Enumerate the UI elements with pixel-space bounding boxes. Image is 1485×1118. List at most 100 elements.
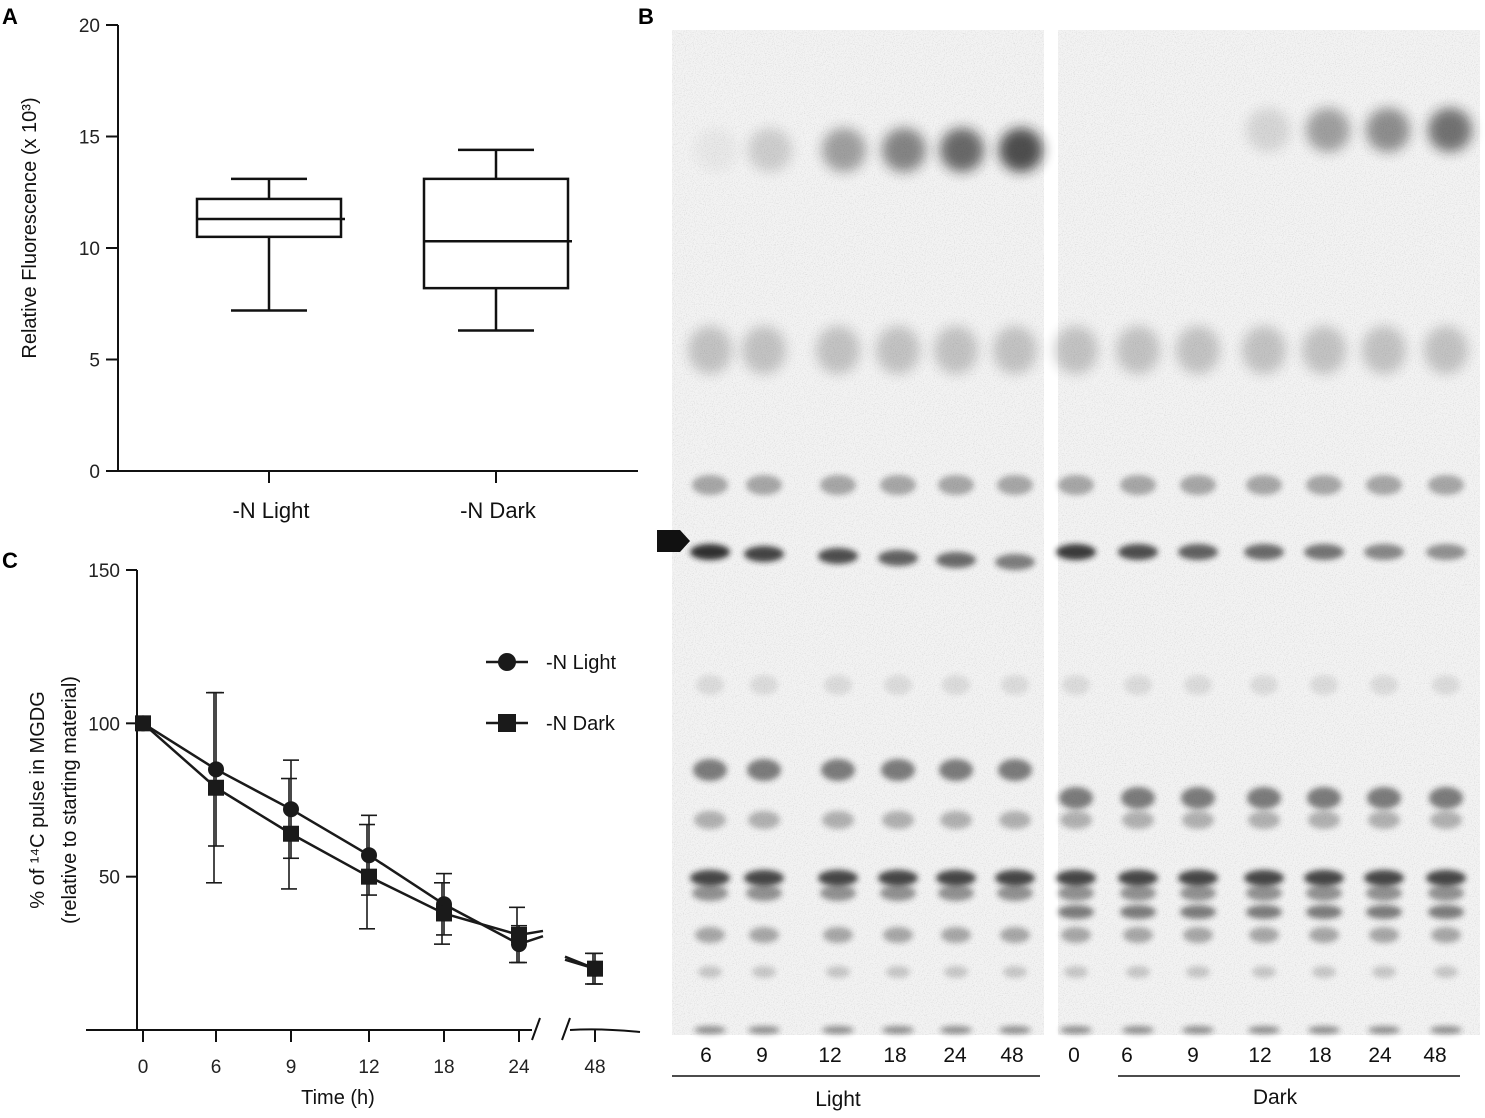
- tlc-spot: [1366, 475, 1402, 495]
- x-tick-label: 6: [211, 1057, 222, 1078]
- tlc-spot: [1061, 927, 1091, 943]
- tlc-spot: [1367, 787, 1401, 809]
- tlc-spot: [1121, 787, 1155, 809]
- tlc-spot: [1428, 475, 1464, 495]
- tlc-spot: [1306, 905, 1342, 919]
- tlc-spot: [1000, 927, 1030, 943]
- tlc-spot: [1003, 966, 1027, 978]
- y-axis-title: Relative Fluorescence (x 10³): [19, 97, 41, 358]
- tlc-spot-top: [1246, 108, 1290, 152]
- tlc-spot: [1244, 870, 1284, 886]
- tlc-spot-top: [882, 128, 926, 172]
- tlc-spot: [878, 870, 918, 886]
- tlc-spot-origin: [882, 1026, 914, 1034]
- tlc-spot: [744, 870, 784, 886]
- y-axis-ticks: 0 5 10 15 20: [79, 16, 118, 483]
- tlc-spot: [1306, 885, 1342, 901]
- tlc-spot: [746, 885, 782, 901]
- x-tick-label: 0: [138, 1057, 149, 1078]
- tlc-spot: [1180, 905, 1216, 919]
- tlc-spot-faint: [824, 675, 852, 695]
- tlc-spot: [749, 927, 779, 943]
- series-line-light: [142, 722, 544, 946]
- x-category-label: -N Light: [232, 498, 309, 523]
- tlc-spot: [936, 870, 976, 886]
- lane-label-light: 24: [943, 1044, 967, 1067]
- tlc-spot: [1120, 905, 1156, 919]
- tlc-spot-upper: [1054, 326, 1098, 374]
- tlc-spot: [1248, 811, 1280, 829]
- tlc-band-mgdg: [995, 554, 1035, 570]
- tlc-spot: [1118, 870, 1158, 886]
- tlc-band-mgdg: [744, 546, 784, 562]
- tlc-band-mgdg: [1426, 544, 1466, 560]
- y-tick-label: 15: [79, 128, 100, 149]
- tlc-spot: [820, 885, 856, 901]
- tlc-spot: [880, 475, 916, 495]
- tlc-spot: [1186, 966, 1210, 978]
- tlc-spot-origin: [1060, 1026, 1092, 1034]
- x-tick-label: 12: [358, 1057, 379, 1078]
- tlc-spot: [997, 885, 1033, 901]
- lane-label-dark: 18: [1308, 1044, 1331, 1067]
- tlc-spot-faint: [1184, 675, 1212, 695]
- legend-marker-circle: [498, 653, 516, 671]
- tlc-spot: [1366, 905, 1402, 919]
- tlc-spot-faint: [750, 675, 778, 695]
- lane-label-light: 48: [1000, 1044, 1023, 1067]
- tlc-spot-origin: [1430, 1026, 1462, 1034]
- tlc-spot-origin: [1122, 1026, 1154, 1034]
- tlc-spot: [1056, 870, 1096, 886]
- tlc-spot-top: [999, 128, 1043, 172]
- tlc-spot: [1060, 811, 1092, 829]
- box-group: [195, 148, 572, 332]
- tlc-band-mgdg: [1304, 544, 1344, 560]
- tlc-spot-faint: [1370, 675, 1398, 695]
- tlc-band-mgdg: [1118, 544, 1158, 560]
- tlc-spot-origin: [1368, 1026, 1400, 1034]
- tlc-spot: [1312, 966, 1336, 978]
- data-point-circle: [361, 847, 377, 864]
- tlc-spot: [1430, 811, 1462, 829]
- lane-label-dark: 48: [1423, 1044, 1446, 1067]
- tlc-spot: [1064, 966, 1088, 978]
- tlc-spot-faint: [1432, 675, 1460, 695]
- plate-noise: [672, 30, 1044, 1035]
- tlc-spot: [1307, 787, 1341, 809]
- tlc-band-mgdg: [878, 550, 918, 566]
- axis-break-mark: [531, 1017, 541, 1041]
- tlc-spot-upper: [1302, 326, 1346, 374]
- tlc-spot: [1180, 475, 1216, 495]
- line-plot-panel: 50 100 150 0 6 9 12 18 24 48 Time (h) % of ¹⁴C p…: [27, 561, 641, 1109]
- lane-label-light: 6: [700, 1044, 712, 1067]
- tlc-spot: [1058, 905, 1094, 919]
- tlc-spot: [882, 811, 914, 829]
- tlc-spot: [998, 759, 1032, 781]
- tlc-spot: [1247, 787, 1281, 809]
- tlc-spots: [688, 108, 1472, 1034]
- tlc-spot: [1180, 885, 1216, 901]
- data-point-square: [208, 779, 224, 796]
- mgdg-band-arrow-icon: [657, 530, 690, 552]
- tlc-spot: [1059, 787, 1093, 809]
- tlc-spot-faint: [1124, 675, 1152, 695]
- lane-label-dark: 9: [1187, 1044, 1199, 1067]
- legend-label-dark: -N Dark: [546, 713, 616, 735]
- axis-break-mark: [561, 1017, 571, 1041]
- tlc-spot-upper: [816, 326, 860, 374]
- tlc-spot: [748, 811, 780, 829]
- tlc-spot: [1429, 787, 1463, 809]
- x-tick-label: 48: [584, 1057, 605, 1078]
- y-tick-label: 20: [79, 16, 100, 37]
- tlc-spot: [944, 966, 968, 978]
- tlc-spot-faint: [1062, 675, 1090, 695]
- tlc-spot: [883, 927, 913, 943]
- tlc-spot-top: [1306, 108, 1350, 152]
- tlc-spot-top: [1428, 108, 1472, 152]
- x-tick-label: 9: [286, 1057, 297, 1078]
- tlc-spot-top: [1366, 108, 1410, 152]
- tlc-spot: [1246, 905, 1282, 919]
- x-axis-ticks: 0 6 9 12 18 24 48: [138, 1030, 606, 1078]
- tlc-spot: [692, 475, 728, 495]
- tlc-spot: [1122, 811, 1154, 829]
